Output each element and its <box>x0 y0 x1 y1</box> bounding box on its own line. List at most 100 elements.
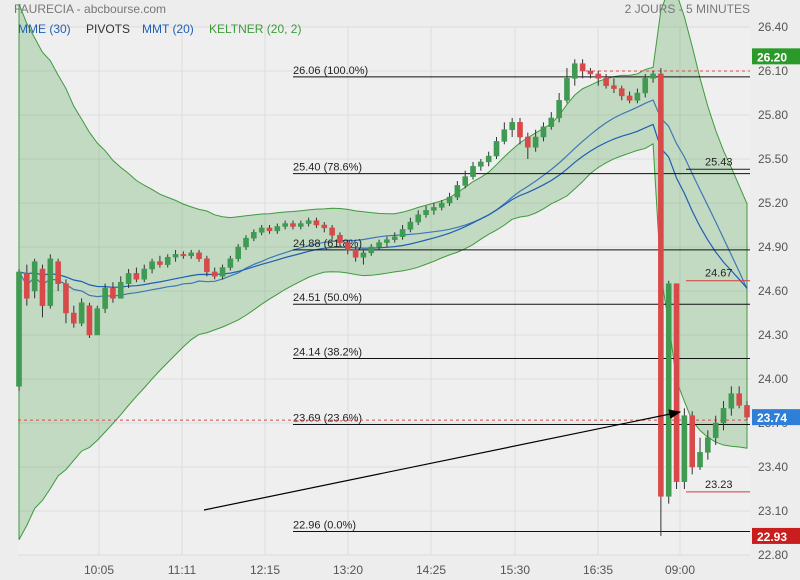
candle <box>650 73 656 79</box>
high-price-badge-label: 26.20 <box>757 50 787 64</box>
candle <box>149 261 155 270</box>
candle <box>470 166 476 177</box>
x-tick-label: 10:05 <box>84 563 114 577</box>
candle <box>282 223 288 227</box>
y-tick-label: 24.60 <box>758 284 788 298</box>
candle <box>290 223 296 227</box>
y-tick-label: 22.80 <box>758 548 788 562</box>
candle <box>157 261 163 265</box>
y-tick-label: 24.00 <box>758 372 788 386</box>
candle <box>587 70 594 75</box>
indicator-label: KELTNER (20, 2) <box>209 22 301 36</box>
candle <box>352 249 359 258</box>
candle <box>172 254 179 258</box>
y-tick-label: 25.80 <box>758 108 788 122</box>
grid <box>18 26 750 556</box>
candle <box>665 283 672 497</box>
candle <box>321 224 328 229</box>
candle <box>462 176 468 186</box>
candle <box>71 312 77 324</box>
candles <box>16 59 750 536</box>
candle <box>501 129 508 142</box>
fibonacci-label: 26.06 (100.0%) <box>293 65 368 77</box>
candle <box>211 271 218 277</box>
current-price-badge-label: 23.74 <box>757 411 787 425</box>
candle <box>94 308 101 336</box>
candle <box>180 254 187 257</box>
fibonacci-label: 23.69 (23.6%) <box>293 412 362 424</box>
indicator-label: PIVOTS <box>86 22 130 36</box>
candle <box>689 415 695 468</box>
candle <box>133 273 140 280</box>
low-price-badge-label: 22.93 <box>757 530 787 544</box>
y-tick-label: 24.30 <box>758 328 788 342</box>
x-tick-label: 12:15 <box>250 563 280 577</box>
candle <box>618 88 625 97</box>
candle <box>431 207 437 211</box>
fibonacci-label: 22.96 (0.0%) <box>293 520 356 532</box>
candle <box>188 252 195 257</box>
current-price-badge <box>752 409 800 426</box>
candle <box>532 136 539 148</box>
candle <box>525 136 531 148</box>
candle <box>744 405 750 418</box>
chart-header: FAURECIA - abcbourse.com 2 JOURS - 5 MINU… <box>14 2 750 36</box>
candle <box>681 415 688 482</box>
x-tick-label: 11:11 <box>168 563 197 577</box>
chart-period: 2 JOURS - 5 MINUTES <box>625 2 750 16</box>
x-tick-label: 13:20 <box>333 563 363 577</box>
pivot-label: 24.67 <box>705 268 733 280</box>
fibonacci-label: 24.14 (38.2%) <box>293 346 362 358</box>
fibonacci-label: 25.40 (78.6%) <box>293 162 362 174</box>
candle <box>384 239 390 243</box>
candle <box>298 223 304 227</box>
chart-title: FAURECIA - abcbourse.com <box>14 2 166 16</box>
candle <box>258 227 265 233</box>
candle <box>454 185 461 198</box>
mmt-20-line <box>18 99 748 298</box>
candle <box>407 221 414 230</box>
y-tick-label: 26.40 <box>758 20 788 34</box>
price-axis: 10:05 11:11 12:15 13:20 14:25 15:30 16:35 09:00… <box>84 20 800 577</box>
candle <box>227 258 234 268</box>
candle <box>579 63 586 72</box>
mme-30-line <box>18 123 748 289</box>
candle <box>39 268 46 306</box>
fibonacci-label: 24.88 (61.8%) <box>293 238 362 250</box>
candle <box>642 78 649 94</box>
candle <box>438 202 445 208</box>
y-tick-label: 24.90 <box>758 240 788 254</box>
candle <box>313 220 320 226</box>
fibonacci-levels: 26.06 (100.0%) 25.40 (78.6%) 24.88 (61.8%)… <box>18 65 750 533</box>
pivot-label: 23.23 <box>705 479 733 491</box>
candle <box>415 214 422 223</box>
candle <box>712 422 719 438</box>
y-tick-label: 23.40 <box>758 460 788 474</box>
candle <box>251 232 257 239</box>
candle <box>485 155 492 163</box>
candle <box>564 78 570 101</box>
candle <box>658 73 664 497</box>
x-tick-label: 14:25 <box>416 563 446 577</box>
candle <box>595 73 602 79</box>
candle <box>117 281 124 299</box>
candle <box>219 267 226 277</box>
candle <box>329 227 335 236</box>
candle <box>673 283 680 482</box>
y-tick-label: 25.50 <box>758 152 788 166</box>
candle <box>78 302 85 324</box>
candle <box>337 235 343 243</box>
high-price-badge <box>752 48 800 65</box>
candle <box>705 437 711 453</box>
candle <box>86 305 93 336</box>
candle <box>47 258 54 306</box>
candle <box>274 226 281 232</box>
candle <box>204 258 210 273</box>
candle <box>141 268 148 280</box>
candle <box>720 408 727 424</box>
candle <box>626 95 633 101</box>
candle <box>196 252 202 259</box>
candle <box>344 242 351 251</box>
candle <box>376 242 382 248</box>
